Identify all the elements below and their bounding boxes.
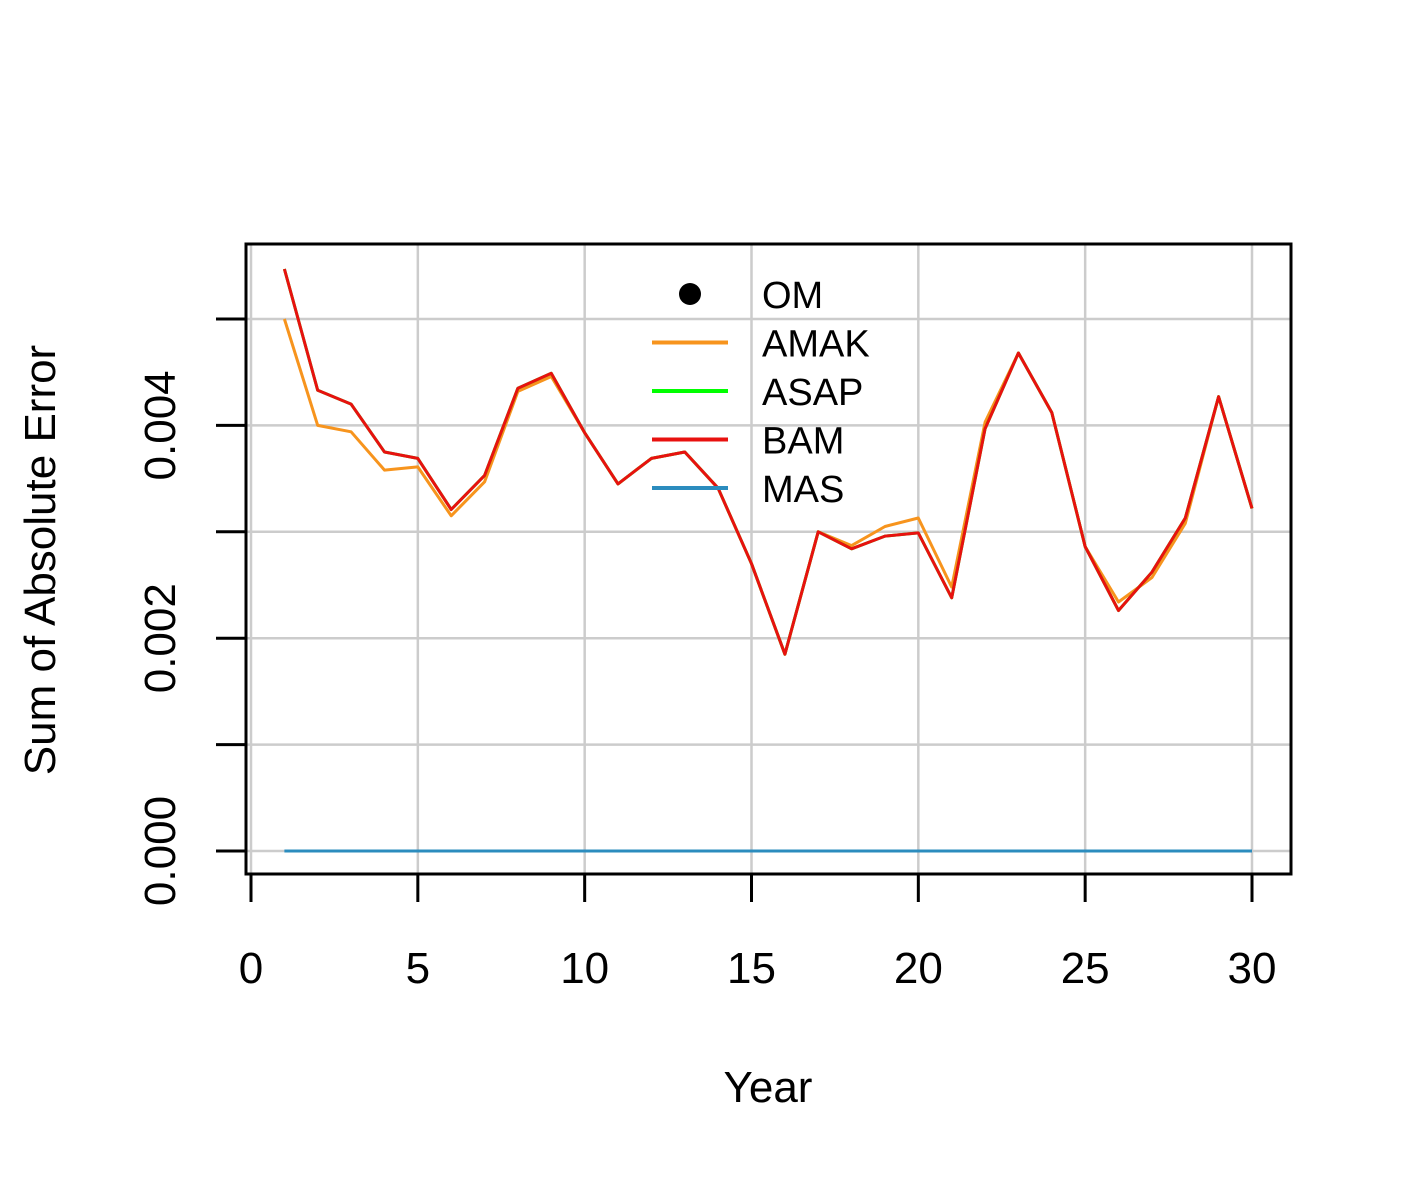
legend-marker-om	[679, 283, 701, 305]
y-tick-label: 0.000	[136, 796, 185, 906]
legend: OM AMAK ASAP BAM MAS	[652, 275, 870, 511]
series-lines	[282, 268, 1254, 853]
grid-lines	[246, 244, 1291, 874]
x-tick-label: 0	[239, 944, 263, 993]
x-tick-label: 30	[1228, 944, 1277, 993]
x-tick-label: 5	[406, 944, 430, 993]
x-tick-label: 10	[560, 944, 609, 993]
x-tick-label: 25	[1061, 944, 1110, 993]
y-tick-label: 0.002	[136, 583, 185, 693]
y-tick-label: 0.004	[136, 370, 185, 480]
x-axis-label: Year	[724, 1063, 813, 1112]
legend-label-bam: BAM	[762, 421, 844, 463]
legend-label-mas: MAS	[762, 469, 844, 511]
legend-label-amak: AMAK	[762, 324, 870, 366]
y-axis: 0.000 0.002 0.004	[136, 317, 248, 906]
series-line-bam	[282, 268, 1254, 656]
x-tick-label: 15	[727, 944, 776, 993]
legend-label-asap: ASAP	[762, 372, 863, 414]
y-axis-label: Sum of Absolute Error	[16, 345, 65, 775]
x-tick-label: 20	[894, 944, 943, 993]
x-axis: 0 5 10 15 20 25 30	[239, 872, 1277, 993]
legend-label-om: OM	[762, 275, 823, 317]
